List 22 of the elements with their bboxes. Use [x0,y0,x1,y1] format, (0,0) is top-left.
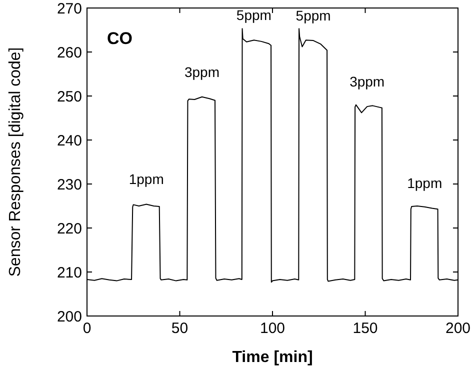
annotation: 1ppm [128,171,164,188]
annotation: 5ppm [236,7,272,24]
y-tick-label: 230 [56,176,82,194]
x-axis-title: Time [min] [232,349,313,366]
y-tick-label: 240 [56,132,82,150]
annotation: 3ppm [350,74,385,90]
x-tick-label: 150 [352,320,378,337]
y-tick-label: 270 [56,0,82,18]
annotation: 3ppm [184,64,220,80]
x-tick-label: 50 [171,320,188,337]
x-tick-label: 200 [445,320,471,337]
x-tick-label: 100 [260,320,286,337]
annotation: 5ppm [296,8,331,24]
annotation: CO [107,29,132,48]
y-axis-title: Sensor Responses [digital code] [7,47,24,277]
y-tick-label: 220 [56,220,82,238]
y-tick-label: 250 [56,88,82,106]
y-tick-label: 210 [56,264,82,282]
annotation: 1ppm [407,175,442,192]
y-tick-label: 260 [56,44,82,62]
x-tick-label: 0 [82,320,92,337]
y-tick-label: 200 [56,308,82,326]
